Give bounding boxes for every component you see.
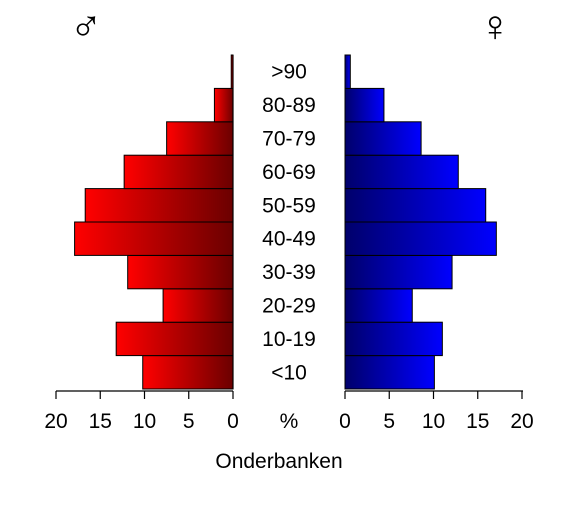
male-bar-8 (213, 87, 234, 123)
unit-label: % (280, 410, 299, 433)
age-group-label-0: <10 (271, 361, 307, 384)
age-group-label-1: 10-19 (262, 328, 316, 351)
female-bar-8 (344, 87, 385, 123)
female-bar-9 (344, 54, 351, 89)
age-group-label-9: >90 (271, 61, 307, 84)
age-group-labels: <10 10-19 20-29 30-39 40-49 50-59 60-69 70-79 80… (262, 61, 316, 385)
male-tick-label-0: 0 (227, 410, 239, 433)
female-tick-label-3: 15 (466, 410, 489, 433)
male-axis-ticks: 0 5 10 15 20 (44, 391, 239, 433)
male-bar-1 (115, 321, 234, 357)
male-tick-label-3: 15 (89, 410, 112, 433)
female-symbol: ♀ (479, 2, 512, 51)
male-bar-6 (123, 154, 234, 190)
female-tick-label-2: 10 (422, 410, 445, 433)
male-tick-label-4: 20 (44, 410, 67, 433)
age-group-label-8: 80-89 (262, 94, 316, 117)
male-bar-0 (142, 355, 234, 390)
age-group-label-3: 30-39 (262, 261, 316, 284)
age-group-label-4: 40-49 (262, 228, 316, 251)
age-group-label-7: 70-79 (262, 128, 316, 151)
female-tick-label-0: 0 (339, 410, 351, 433)
male-symbol: ♂ (70, 2, 103, 51)
male-tick-label-1: 5 (183, 410, 195, 433)
male-bar-5 (84, 188, 234, 223)
male-bar-4 (74, 221, 234, 256)
male-bar-2 (162, 288, 234, 323)
x-axis-title: Onderbanken (215, 450, 342, 473)
female-tick-label-4: 20 (510, 410, 533, 433)
female-bar-7 (344, 121, 422, 156)
age-group-label-6: 60-69 (262, 161, 316, 184)
female-axis-ticks: 0 5 10 15 20 (339, 391, 534, 433)
female-bar-1 (344, 321, 443, 357)
male-bar-3 (127, 254, 234, 290)
female-bar-2 (344, 288, 413, 323)
female-bar-6 (344, 154, 459, 190)
female-bars (344, 54, 497, 390)
male-bars (74, 54, 234, 390)
male-bar-7 (166, 121, 234, 156)
female-bar-0 (344, 355, 435, 390)
female-bar-5 (344, 188, 487, 223)
male-tick-label-2: 10 (133, 410, 156, 433)
female-bar-3 (344, 254, 453, 290)
female-bar-4 (344, 221, 497, 256)
age-group-label-2: 20-29 (262, 295, 316, 318)
age-group-label-5: 50-59 (262, 194, 316, 217)
female-tick-label-1: 5 (383, 410, 395, 433)
